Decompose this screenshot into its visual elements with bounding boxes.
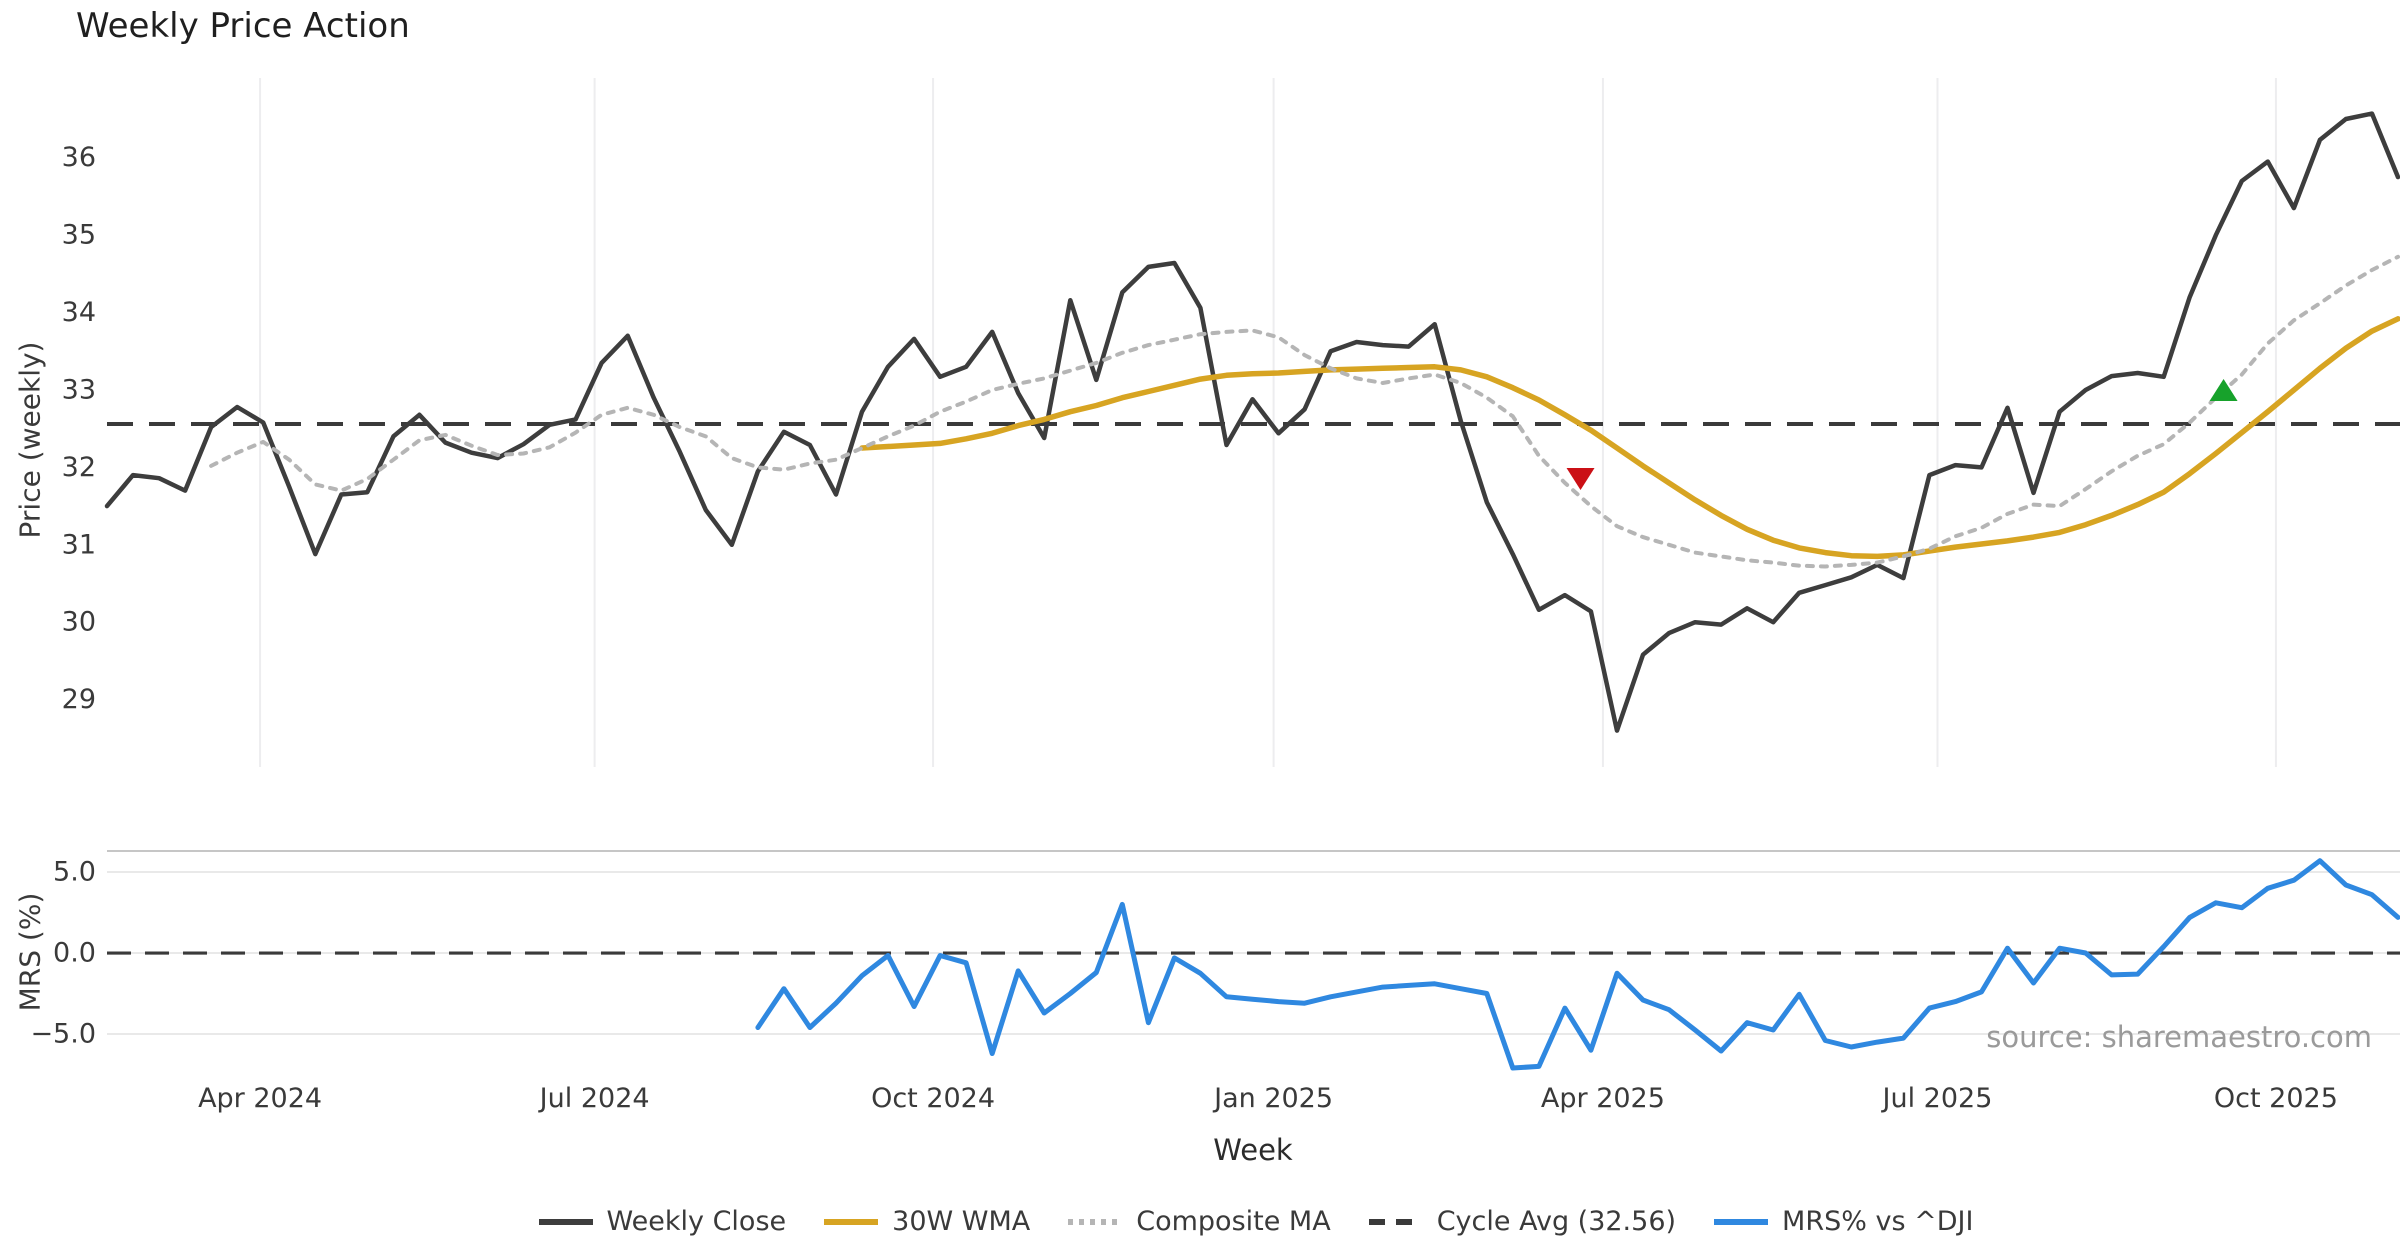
x-tick-label: Oct 2024 (871, 1083, 995, 1114)
y-tick-label: 32 (62, 452, 96, 483)
y-tick-label: −5.0 (30, 1019, 96, 1050)
y-tick-label: 0.0 (53, 938, 96, 969)
x-axis-label: Week (1213, 1133, 1293, 1167)
legend-swatch-solid-line (538, 1218, 593, 1225)
mrs-axis-label: MRS (%) (13, 892, 47, 1012)
y-tick-label: 33 (62, 374, 96, 405)
x-tick-label: Jul 2024 (538, 1083, 650, 1114)
legend-label: Cycle Avg (32.56) (1436, 1206, 1677, 1237)
legend-label: Weekly Close (606, 1206, 787, 1237)
chart-legend: Weekly Close 30W WMA Composite MA Cycle Avg… (55, 1206, 2400, 1237)
y-tick-label: 31 (62, 529, 96, 560)
legend-swatch-solid-line (824, 1218, 879, 1225)
y-tick-label: 36 (62, 142, 96, 173)
series-weekly_close (104, 111, 2400, 733)
buy-signal-marker (2209, 378, 2238, 401)
x-tick-label: Apr 2024 (198, 1083, 322, 1114)
sell-signal-marker (1566, 468, 1595, 491)
legend-item-composite-ma: Composite MA (1066, 1206, 1331, 1237)
legend-label: 30W WMA (892, 1206, 1031, 1237)
x-tick-label: Jul 2025 (1881, 1083, 1993, 1114)
y-tick-label: 34 (62, 297, 96, 328)
legend-swatch-dotted-line (1068, 1218, 1123, 1225)
legend-swatch-dashed-line (1368, 1218, 1423, 1225)
legend-item-mrs-vs-dji: MRS% vs ^DJI (1712, 1206, 1973, 1237)
legend-label: MRS% vs ^DJI (1782, 1206, 1974, 1237)
price-axis-label: Price (weekly) (13, 341, 47, 539)
x-tick-label: Jan 2025 (1212, 1083, 1333, 1114)
series-wma_30w (859, 316, 2400, 560)
x-tick-label: Oct 2025 (2214, 1083, 2338, 1114)
legend-item-cycle-avg-32-56: Cycle Avg (32.56) (1367, 1206, 1676, 1237)
y-tick-label: 29 (62, 684, 96, 715)
chart-title: Weekly Price Action (76, 6, 410, 46)
source-annotation: source: sharemaestro.com (1986, 1020, 2372, 1054)
y-tick-label: 35 (62, 220, 96, 251)
legend-item-weekly-close: Weekly Close (537, 1206, 787, 1237)
legend-item-30w-wma: 30W WMA (822, 1206, 1030, 1237)
legend-swatch-solid-line (1714, 1218, 1769, 1225)
series-composite_ma (209, 254, 2400, 569)
y-tick-label: 30 (62, 607, 96, 638)
y-tick-label: 5.0 (53, 857, 96, 888)
x-tick-label: Apr 2025 (1541, 1083, 1665, 1114)
series-mrs_dji (755, 858, 2400, 1071)
legend-label: Composite MA (1136, 1206, 1331, 1237)
